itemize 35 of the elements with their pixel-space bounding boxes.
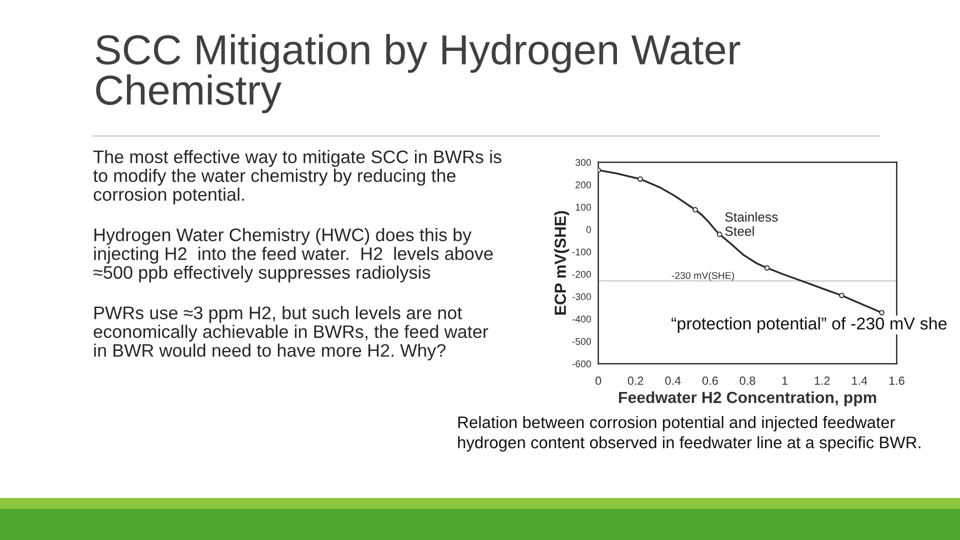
ref-line-label: -230 mV(SHE)	[672, 272, 734, 281]
y-tick-label: 0	[586, 226, 591, 234]
y-tick-label: 200	[576, 181, 591, 188]
x-tick-label: 1	[782, 376, 788, 385]
x-tick-label: 1.2	[814, 376, 830, 385]
x-tick-label: 1.6	[889, 376, 904, 385]
annotation: “protection potential” of -230 mV she	[672, 317, 947, 333]
point	[839, 292, 844, 298]
y-tick-label: -600	[572, 360, 591, 368]
text: Hydrogen Water Chemistry (HWC) does this by injecting H2 into the feed water. H2 levels above ≈500 ppb effectively suppresses radiolysis	[93, 228, 493, 282]
text: PWRs use ≈3 ppm H2, but such levels are not economically achievable in BWRs, the feed water in BWR would need to have more H2. Why?	[94, 306, 488, 360]
y-tick-label: -500	[572, 338, 591, 345]
y-tick-label: -100	[572, 248, 591, 256]
x-axis-title: Feedwater H2 Concentration, ppm	[619, 391, 876, 406]
x-tick-label: 0	[595, 376, 602, 385]
point	[638, 176, 643, 182]
point	[879, 310, 884, 316]
y-tick-label: 300	[576, 159, 591, 166]
x-tick-label: 0.4	[665, 376, 681, 385]
annotation: Stainless Steel	[725, 212, 778, 236]
y-tick-label: -300	[572, 293, 591, 300]
y-axis-title: ECP mV(SHE)	[554, 211, 570, 315]
chart-title: SCC Mitigation by Hydrogen Water Chemistry	[96, 34, 740, 114]
point	[716, 232, 722, 238]
point	[692, 207, 698, 212]
y-tick-label: -200	[572, 270, 591, 278]
point	[764, 265, 770, 271]
y-tick-label: 100	[576, 204, 591, 211]
x-tick-label: 0.2	[628, 376, 644, 385]
text: The most effective way to mitigate SCC in BWRs is to modify the water chemistry by reducing the corrosion potential.	[93, 150, 502, 204]
text: Relation between corrosion potential and injected feedwater hydrogen content observed in feedwater line at a specific BWR.	[458, 416, 920, 452]
x-tick-label: 1.4	[852, 376, 868, 385]
y-tick-label: -400	[572, 316, 591, 323]
x-tick-label: 0.6	[702, 376, 718, 385]
x-tick-label: 0.8	[740, 376, 756, 385]
